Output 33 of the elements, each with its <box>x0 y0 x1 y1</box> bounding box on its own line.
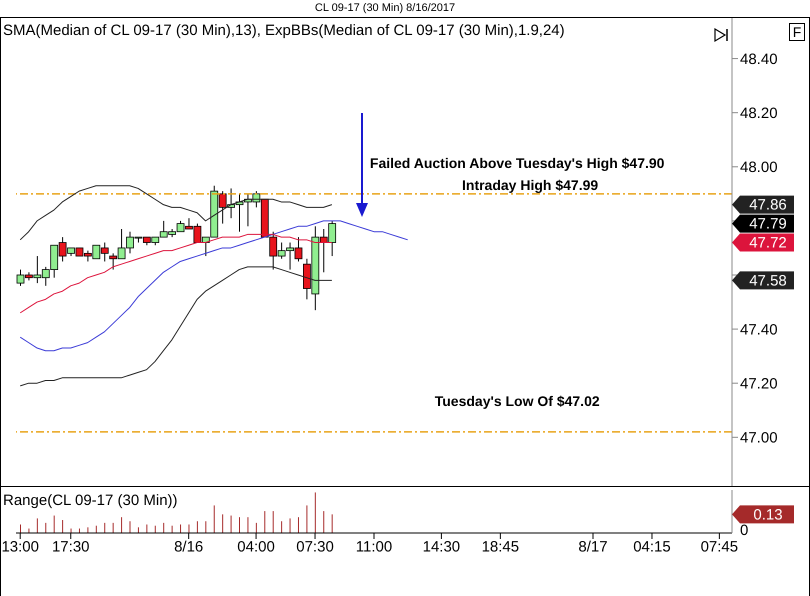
text: F <box>789 23 805 41</box>
y-tick-label: 47.20 <box>740 376 778 393</box>
x-tick-label: 07:30 <box>296 538 334 556</box>
x-tick-label: 07:45 <box>700 538 738 556</box>
x-tick-label: 04:15 <box>633 538 671 556</box>
text: 0 <box>740 522 748 539</box>
text: 47.72 <box>749 234 787 252</box>
x-tick-label: 8/16 <box>174 538 204 556</box>
chart-title: CL 09-17 (30 Min) 8/16/2017 <box>314 2 456 14</box>
x-tick-label: 18:45 <box>482 538 520 556</box>
ref-line-label: Failed Auction Above Tuesday's High $47.90 <box>370 154 665 171</box>
line-series <box>20 185 332 240</box>
chart-title: Range(CL 09-17 (30 Min)) <box>3 492 178 509</box>
chart-subtitle: SMA(Median of CL 09-17 (30 Min),13), ExpBBs(Median of CL 09-17 (30 Min),1.9,24) <box>3 22 565 39</box>
line-series <box>20 266 332 386</box>
y-tick-label: 48.40 <box>740 50 778 68</box>
y-tick-label: 47.40 <box>740 321 778 338</box>
x-tick-label: 14:30 <box>422 538 460 556</box>
annotation: Intraday High $47.99 <box>462 177 598 193</box>
text: 47.79 <box>749 216 787 233</box>
x-tick-label: 13:00 <box>1 538 39 556</box>
text: 47.58 <box>749 272 787 290</box>
x-tick-label: 17:30 <box>52 538 90 556</box>
x-tick-label: 11:00 <box>356 538 392 556</box>
y-tick-label: 48.20 <box>740 105 778 122</box>
text: 0.13 <box>753 506 783 524</box>
text: 47.86 <box>749 196 787 214</box>
x-tick-label: 8/17 <box>578 538 608 556</box>
x-tick-label: 04:00 <box>237 538 275 556</box>
line-series <box>20 220 408 352</box>
y-tick-label: 48.00 <box>740 159 778 176</box>
ref-line-label: Tuesday's Low Of $47.02 <box>434 392 600 409</box>
y-tick-label: 47.00 <box>740 430 778 447</box>
